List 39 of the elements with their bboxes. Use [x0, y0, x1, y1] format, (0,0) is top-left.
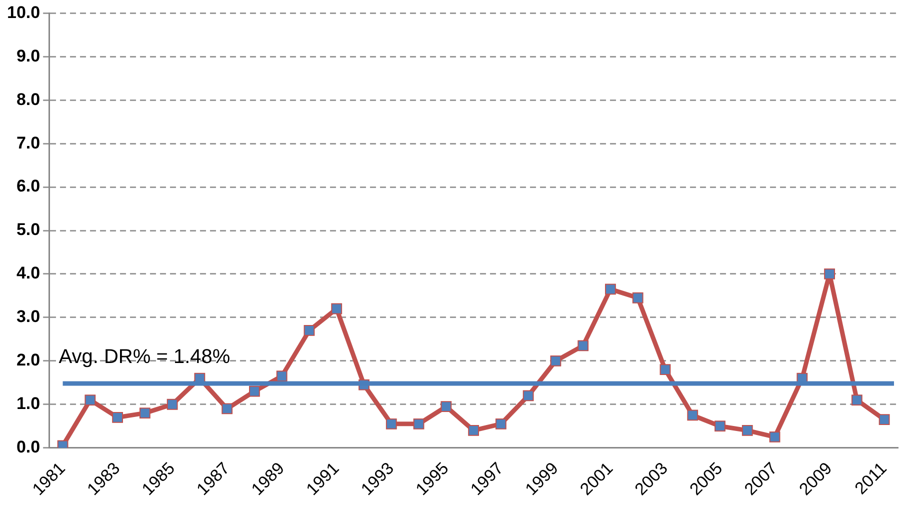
point	[605, 284, 616, 295]
point	[112, 412, 123, 423]
point	[660, 364, 671, 376]
y-tick-label: 4.0	[16, 264, 40, 283]
y-tick-label: 5.0	[16, 220, 40, 240]
y-tick-label: 9.0	[16, 46, 40, 66]
y-tick-label: 1.0	[16, 394, 40, 414]
ref-line-label: Avg. DR% = 1.48%	[58, 346, 230, 368]
point	[331, 303, 342, 314]
y-tick-label: 2.0	[16, 350, 40, 370]
point	[769, 432, 780, 442]
point	[578, 340, 589, 352]
point	[386, 418, 397, 430]
point	[84, 394, 96, 406]
point	[550, 355, 562, 366]
point	[249, 386, 260, 397]
point	[139, 408, 150, 419]
point	[413, 418, 424, 430]
point	[522, 390, 534, 402]
point	[824, 268, 835, 280]
point	[166, 398, 178, 410]
point	[440, 401, 452, 412]
point	[687, 410, 698, 421]
y-tick-label: 0.0	[16, 438, 40, 457]
point	[222, 403, 233, 414]
point	[878, 414, 890, 426]
y-tick-label: 10.0	[6, 2, 40, 22]
point	[714, 420, 726, 432]
point	[632, 292, 644, 304]
y-tick-label: 6.0	[16, 176, 40, 196]
point	[495, 418, 506, 430]
point	[851, 394, 862, 406]
point	[276, 370, 288, 382]
point	[304, 325, 315, 336]
y-tick-label: 8.0	[16, 90, 40, 109]
y-tick-label: 7.0	[16, 133, 40, 152]
point	[742, 425, 753, 436]
y-tick-label: 3.0	[16, 307, 40, 326]
point	[468, 425, 479, 436]
